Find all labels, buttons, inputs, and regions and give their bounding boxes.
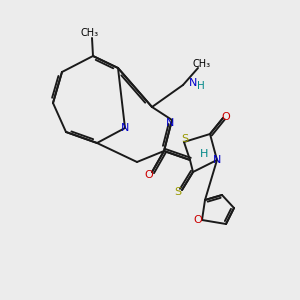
Text: O: O xyxy=(194,215,202,225)
Text: N: N xyxy=(213,155,221,165)
Text: CH₃: CH₃ xyxy=(81,28,99,38)
Text: S: S xyxy=(182,134,189,144)
Text: N: N xyxy=(166,118,174,128)
Text: O: O xyxy=(145,170,153,180)
Text: N: N xyxy=(121,123,129,133)
Text: CH₃: CH₃ xyxy=(193,59,211,69)
Text: H: H xyxy=(200,149,208,159)
Text: O: O xyxy=(222,112,230,122)
Text: S: S xyxy=(174,187,182,197)
Text: H: H xyxy=(197,81,205,91)
Text: N: N xyxy=(189,78,197,88)
